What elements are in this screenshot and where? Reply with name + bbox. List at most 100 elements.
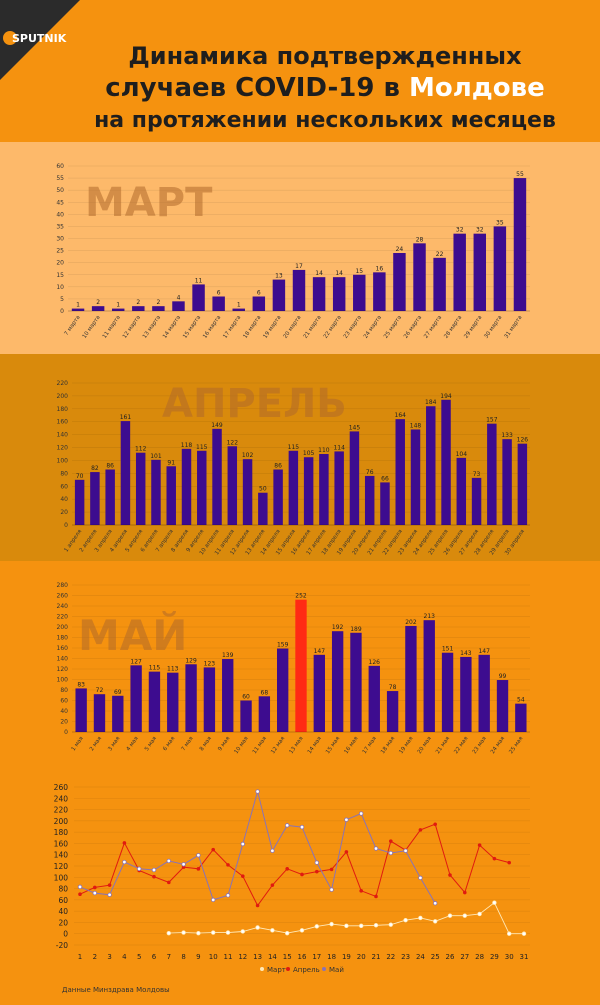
bar: [288, 450, 299, 525]
data-point-april: [374, 894, 378, 899]
title-country: Молдове: [409, 73, 545, 103]
bar: [258, 492, 268, 525]
x-tick-label: 23 мая: [472, 736, 488, 755]
bar-value-label: 68: [261, 689, 269, 696]
bar: [185, 664, 197, 732]
line-series-april: [79, 823, 510, 907]
x-tick-label: 21: [372, 953, 381, 961]
x-tick-label: 27 марта: [423, 315, 443, 340]
brand-name: SPUTNIK: [12, 32, 67, 45]
y-tick-label: 180: [57, 406, 69, 413]
bar-value-label: 189: [350, 626, 362, 633]
bar-value-label: 14: [315, 270, 323, 277]
y-tick-label: 120: [57, 666, 69, 673]
data-point-may: [255, 789, 260, 794]
x-tick-label: 10 марта: [82, 315, 102, 340]
x-tick-label: 4: [122, 953, 127, 961]
data-point-march: [314, 924, 319, 929]
x-tick-label: 21 мая: [435, 736, 451, 755]
bar-value-label: 123: [204, 660, 216, 667]
x-tick-label: 13 мая: [288, 736, 304, 755]
y-tick-label: 80: [58, 885, 68, 894]
bar: [130, 665, 142, 732]
data-point-may: [181, 862, 186, 867]
x-tick-label: 1 мая: [71, 736, 85, 753]
bar: [364, 475, 375, 525]
y-tick-label: 20: [60, 509, 68, 516]
bar-value-label: 66: [381, 475, 389, 482]
x-tick-label: 18 марта: [242, 315, 262, 340]
bar-value-label: 145: [349, 424, 361, 431]
data-point-march: [299, 928, 305, 933]
x-tick-label: 28: [475, 953, 484, 961]
data-point-may: [373, 846, 379, 851]
data-point-march: [210, 930, 216, 935]
data-point-may: [388, 850, 393, 856]
y-tick-label: 80: [60, 470, 68, 477]
data-point-april: [122, 841, 127, 845]
data-point-march: [329, 921, 334, 927]
x-tick-label: 17 мая: [362, 736, 378, 755]
bar-value-label: 122: [227, 439, 239, 446]
y-tick-label: 0: [64, 522, 68, 529]
data-point-march: [181, 930, 186, 935]
x-tick-label: 9 мая: [217, 736, 231, 753]
x-tick-label: 7 мая: [181, 736, 195, 753]
bar-value-label: 126: [369, 659, 381, 666]
y-tick-label: 140: [54, 851, 69, 860]
x-tick-label: 10: [209, 953, 218, 961]
bar: [203, 667, 216, 732]
bar-value-label: 32: [456, 227, 464, 234]
bar: [471, 477, 482, 525]
bar: [368, 665, 380, 732]
bar-value-label: 159: [277, 642, 289, 649]
bar-value-label: 113: [167, 666, 179, 673]
data-point-march: [255, 925, 260, 930]
x-tick-label: 8 мая: [199, 736, 213, 753]
y-tick-label: 0: [64, 729, 68, 736]
bar: [478, 654, 490, 732]
data-point-may: [329, 887, 334, 892]
bar-value-label: 252: [295, 593, 307, 600]
data-point-may: [92, 890, 97, 896]
x-tick-label: 30: [505, 953, 514, 961]
x-tick-label: 16 марта: [202, 315, 222, 340]
x-tick-label: 22 мая: [453, 736, 469, 755]
x-tick-label: 26 марта: [403, 315, 423, 340]
bar: [148, 671, 161, 732]
bar: [473, 233, 487, 311]
x-tick-label: 15 мая: [325, 736, 341, 755]
data-point-april: [255, 903, 260, 908]
bar-value-label: 1: [76, 302, 80, 309]
data-point-march: [403, 917, 408, 923]
y-tick-label: 120: [54, 862, 69, 871]
x-tick-label: 6: [152, 953, 157, 961]
bar: [272, 279, 286, 311]
data-point-april: [344, 850, 349, 854]
data-point-march: [166, 930, 171, 936]
bar-value-label: 83: [77, 681, 85, 688]
bar-value-label: 15: [355, 268, 363, 275]
bar: [242, 459, 253, 525]
y-tick-label: 40: [60, 708, 68, 715]
data-point-may: [240, 841, 245, 847]
data-point-april: [492, 856, 497, 861]
bar: [349, 431, 360, 525]
x-tick-label: 19: [342, 953, 351, 961]
data-point-april: [152, 874, 156, 879]
bar-value-label: 2: [136, 299, 140, 306]
x-tick-label: 20 марта: [283, 315, 303, 340]
bar-value-label: 147: [478, 648, 490, 655]
y-tick-label: 60: [58, 896, 68, 905]
data-point-april: [300, 872, 304, 877]
bar: [405, 625, 417, 732]
bar-value-label: 22: [436, 251, 444, 258]
bar: [90, 472, 100, 525]
data-point-april: [93, 885, 97, 890]
bar-value-label: 129: [185, 657, 197, 664]
y-tick-label: 180: [57, 635, 69, 642]
y-tick-label: 35: [56, 223, 64, 230]
bar-value-label: 126: [517, 437, 529, 444]
data-point-may: [299, 824, 305, 830]
bar-value-label: 118: [181, 442, 193, 449]
